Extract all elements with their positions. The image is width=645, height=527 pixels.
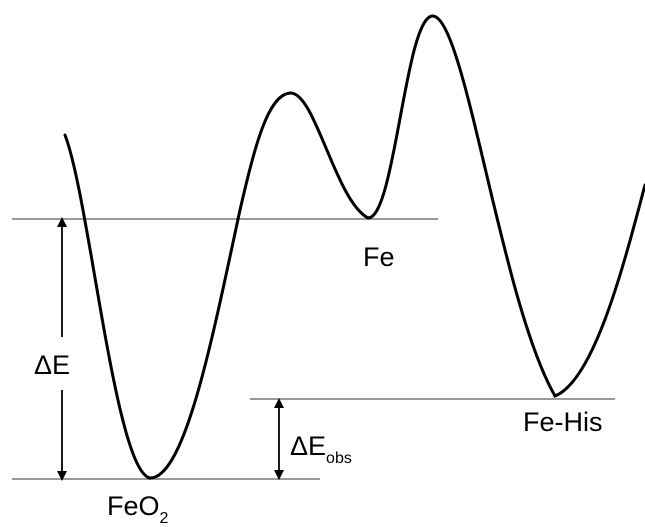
feo2-label: FeO2 bbox=[107, 491, 169, 527]
fe-label: Fe bbox=[363, 242, 395, 272]
delta-e-obs-subscript: obs bbox=[326, 450, 352, 467]
delta-e-obs-label: ΔEobs bbox=[290, 431, 352, 467]
feo2-subscript: 2 bbox=[160, 510, 169, 527]
delta-e-obs-main: ΔE bbox=[290, 431, 326, 461]
feo2-main: FeO bbox=[107, 491, 160, 521]
fe-his-label: Fe-His bbox=[523, 407, 603, 437]
delta-e-label: ΔE bbox=[34, 350, 70, 380]
energy-curve bbox=[63, 14, 645, 480]
